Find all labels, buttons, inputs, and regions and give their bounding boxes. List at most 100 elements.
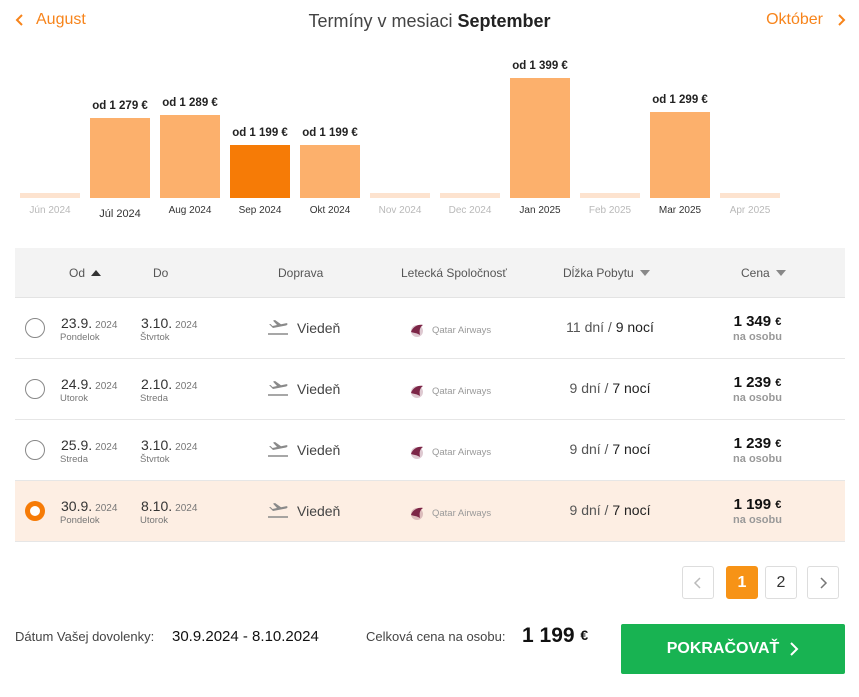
monthly-price-chart: Jún 2024 od 1 279 € Júl 2024 od 1 289 € Aug … (0, 48, 859, 223)
row-price: 1 239 € (733, 435, 782, 452)
chart-month-9[interactable]: od 1 299 € Mar 2025 (650, 48, 710, 223)
from-weekday: Utorok (60, 393, 88, 404)
table-body: 23.9. 2024 Pondelok 3.10. 2024 Štvrtok Viedeň Q… (15, 298, 845, 542)
per-person-label: na osobu (733, 331, 782, 343)
transport: Viedeň (267, 441, 340, 459)
departure-city: Viedeň (297, 381, 341, 397)
transport: Viedeň (267, 380, 340, 398)
total-price-currency: € (580, 627, 589, 643)
chart-bar (720, 193, 780, 198)
transport: Viedeň (267, 502, 340, 520)
from-date: 30.9. 2024 (61, 498, 118, 514)
next-month-link[interactable]: Október (766, 11, 847, 29)
chart-month-6[interactable]: Dec 2024 (440, 48, 500, 223)
header-price-label: Cena (741, 266, 770, 280)
chart-month-label: Aug 2024 (168, 205, 212, 216)
table-row[interactable]: 30.9. 2024 Pondelok 8.10. 2024 Utorok Viedeň Qa… (15, 481, 845, 542)
stay-length: 11 dní / 9 nocí (566, 319, 654, 335)
pagination-prev-button[interactable] (682, 566, 714, 599)
departure-plane-icon (268, 442, 288, 457)
chart-month-0[interactable]: Jún 2024 (20, 48, 80, 223)
chart-bar (440, 193, 500, 198)
qatar-airways-logo-icon (411, 385, 423, 398)
header-from[interactable]: Od (69, 266, 102, 280)
header-transport: Doprava (278, 266, 323, 280)
continue-button-label: POKRAČOVAŤ (666, 640, 780, 657)
airline-name: Qatar Airways (432, 446, 492, 458)
qatar-airways-logo-icon (411, 446, 423, 459)
chart-month-3[interactable]: od 1 199 € Sep 2024 (230, 48, 290, 223)
next-month-label: Október (766, 11, 823, 28)
chart-month-2[interactable]: od 1 289 € Aug 2024 (160, 48, 220, 223)
chart-bar-price: od 1 289 € (162, 97, 218, 109)
header-to-label: Do (153, 266, 169, 280)
from-date: 24.9. 2024 (61, 376, 118, 392)
chart-bar (370, 193, 430, 198)
row-price: 1 199 € (733, 496, 782, 513)
header-stay[interactable]: Dĺžka Pobytu (563, 266, 650, 280)
chart-month-7[interactable]: od 1 399 € Jan 2025 (510, 48, 570, 223)
chart-month-4[interactable]: od 1 199 € Okt 2024 (300, 48, 360, 223)
qatar-airways-logo-icon (411, 507, 423, 520)
chart-month-10[interactable]: Apr 2025 (720, 48, 780, 223)
table-header: Od Do Doprava Letecká Spoločnosť Dĺžka P… (15, 248, 845, 298)
chart-bar (300, 145, 360, 198)
chart-bar-price: od 1 299 € (652, 93, 708, 106)
pagination-next-button[interactable] (807, 566, 839, 599)
chart-bar-price: od 1 399 € (512, 60, 568, 73)
chart-month-label: Sep 2024 (238, 205, 282, 216)
chart-bar-price: od 1 199 € (302, 127, 358, 139)
per-person-label: na osobu (733, 453, 782, 465)
from-weekday: Pondelok (60, 332, 100, 343)
from-date: 23.9. 2024 (61, 315, 118, 331)
header-stay-label: Dĺžka Pobytu (563, 266, 634, 280)
airline: Qatar Airways (408, 321, 491, 339)
to-date: 8.10. 2024 (141, 498, 198, 514)
table-row[interactable]: 23.9. 2024 Pondelok 3.10. 2024 Štvrtok Viedeň Q… (15, 298, 845, 359)
airline-name: Qatar Airways (432, 324, 492, 336)
pagination-page-2[interactable]: 2 (765, 566, 797, 599)
departure-city: Viedeň (297, 442, 341, 458)
departure-plane-icon (268, 503, 288, 518)
qatar-airways-logo-icon (411, 324, 423, 337)
row-select-radio[interactable] (25, 501, 45, 521)
to-date: 2.10. 2024 (141, 376, 198, 392)
departure-city: Viedeň (297, 503, 341, 519)
per-person-label: na osobu (733, 514, 782, 526)
prev-month-link[interactable]: August (14, 11, 86, 29)
chart-month-8[interactable]: Feb 2025 (580, 48, 640, 223)
row-price: 1 239 € (733, 374, 782, 391)
chart-month-5[interactable]: Nov 2024 (370, 48, 430, 223)
total-price-label: Celková cena na osobu: (366, 629, 506, 644)
header-from-label: Od (69, 266, 86, 280)
title-prefix: Termíny v mesiaci (308, 11, 453, 31)
table-row[interactable]: 24.9. 2024 Utorok 2.10. 2024 Streda Viedeň Qata… (15, 359, 845, 420)
chevron-left-icon (693, 576, 701, 589)
departure-city: Viedeň (297, 320, 341, 336)
departure-table: Od Do Doprava Letecká Spoločnosť Dĺžka P… (15, 248, 845, 542)
total-price: 1 199 € (522, 624, 588, 648)
to-date: 3.10. 2024 (141, 437, 198, 453)
row-select-radio[interactable] (25, 440, 45, 460)
row-select-radio[interactable] (25, 379, 45, 399)
chart-month-label: Okt 2024 (309, 205, 351, 216)
chart-bar (20, 193, 80, 198)
header-to[interactable]: Do (153, 266, 168, 280)
row-select-radio[interactable] (25, 318, 45, 338)
chart-bar (160, 115, 220, 198)
table-row[interactable]: 25.9. 2024 Streda 3.10. 2024 Štvrtok Viedeň Qat… (15, 420, 845, 481)
chart-month-1[interactable]: od 1 279 € Júl 2024 (90, 48, 150, 223)
stay-length: 9 dní / 7 nocí (569, 380, 651, 396)
chart-month-label: Jún 2024 (29, 205, 71, 216)
vacation-date-value: 30.9.2024 - 8.10.2024 (172, 628, 319, 645)
continue-button[interactable]: POKRAČOVAŤ (621, 624, 845, 674)
airline: Qatar Airways (408, 443, 491, 461)
pagination-page-1[interactable]: 1 (726, 566, 758, 599)
chart-bar (230, 145, 290, 198)
airline-name: Qatar Airways (432, 385, 492, 397)
page-title: Termíny v mesiaci September (0, 11, 859, 32)
chevron-right-icon (838, 14, 846, 26)
header-price[interactable]: Cena (741, 266, 786, 280)
sort-asc-icon (91, 270, 102, 276)
chart-month-label: Nov 2024 (378, 205, 422, 216)
